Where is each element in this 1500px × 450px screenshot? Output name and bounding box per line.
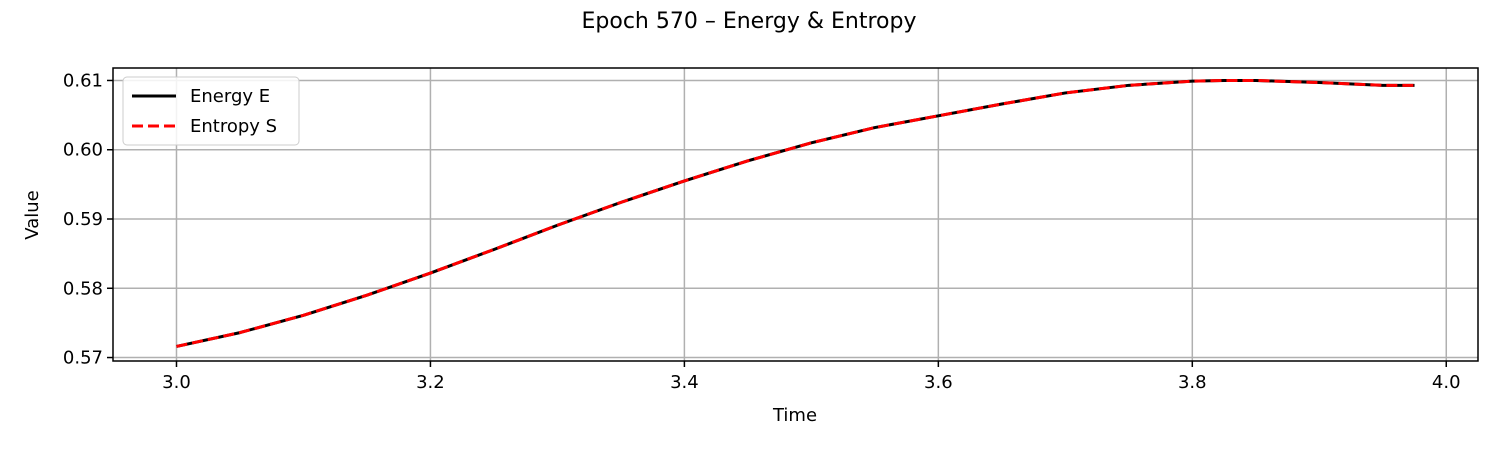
y-tick-label: 0.58 xyxy=(63,278,103,299)
chart-title: Epoch 570 – Energy & Entropy xyxy=(582,9,917,34)
x-axis-ticks: 3.0 3.2 3.4 3.6 3.8 4.0 xyxy=(162,361,1461,393)
legend-label-entropy: Entropy S xyxy=(190,116,277,137)
legend: Energy E Entropy S xyxy=(122,76,300,146)
x-axis-label: Time xyxy=(772,405,817,426)
legend-label-energy: Energy E xyxy=(190,86,270,107)
x-tick-label: 3.0 xyxy=(162,372,191,393)
x-tick-label: 3.2 xyxy=(416,372,445,393)
y-tick-label: 0.59 xyxy=(63,209,103,230)
y-axis-label: Value xyxy=(22,190,43,239)
x-tick-label: 3.6 xyxy=(924,372,953,393)
x-tick-label: 3.4 xyxy=(670,372,699,393)
series-line-entropy-s xyxy=(176,78,1415,348)
series-layer xyxy=(176,78,1415,348)
y-tick-label: 0.60 xyxy=(63,140,103,161)
plot-area-frame xyxy=(112,67,1479,362)
legend-box xyxy=(122,76,300,146)
y-axis-ticks: 0.57 0.58 0.59 0.60 0.61 xyxy=(63,70,113,369)
y-tick-label: 0.57 xyxy=(63,348,103,369)
y-tick-label: 0.61 xyxy=(63,70,103,91)
x-tick-label: 4.0 xyxy=(1432,372,1461,393)
x-tick-label: 3.8 xyxy=(1178,372,1207,393)
